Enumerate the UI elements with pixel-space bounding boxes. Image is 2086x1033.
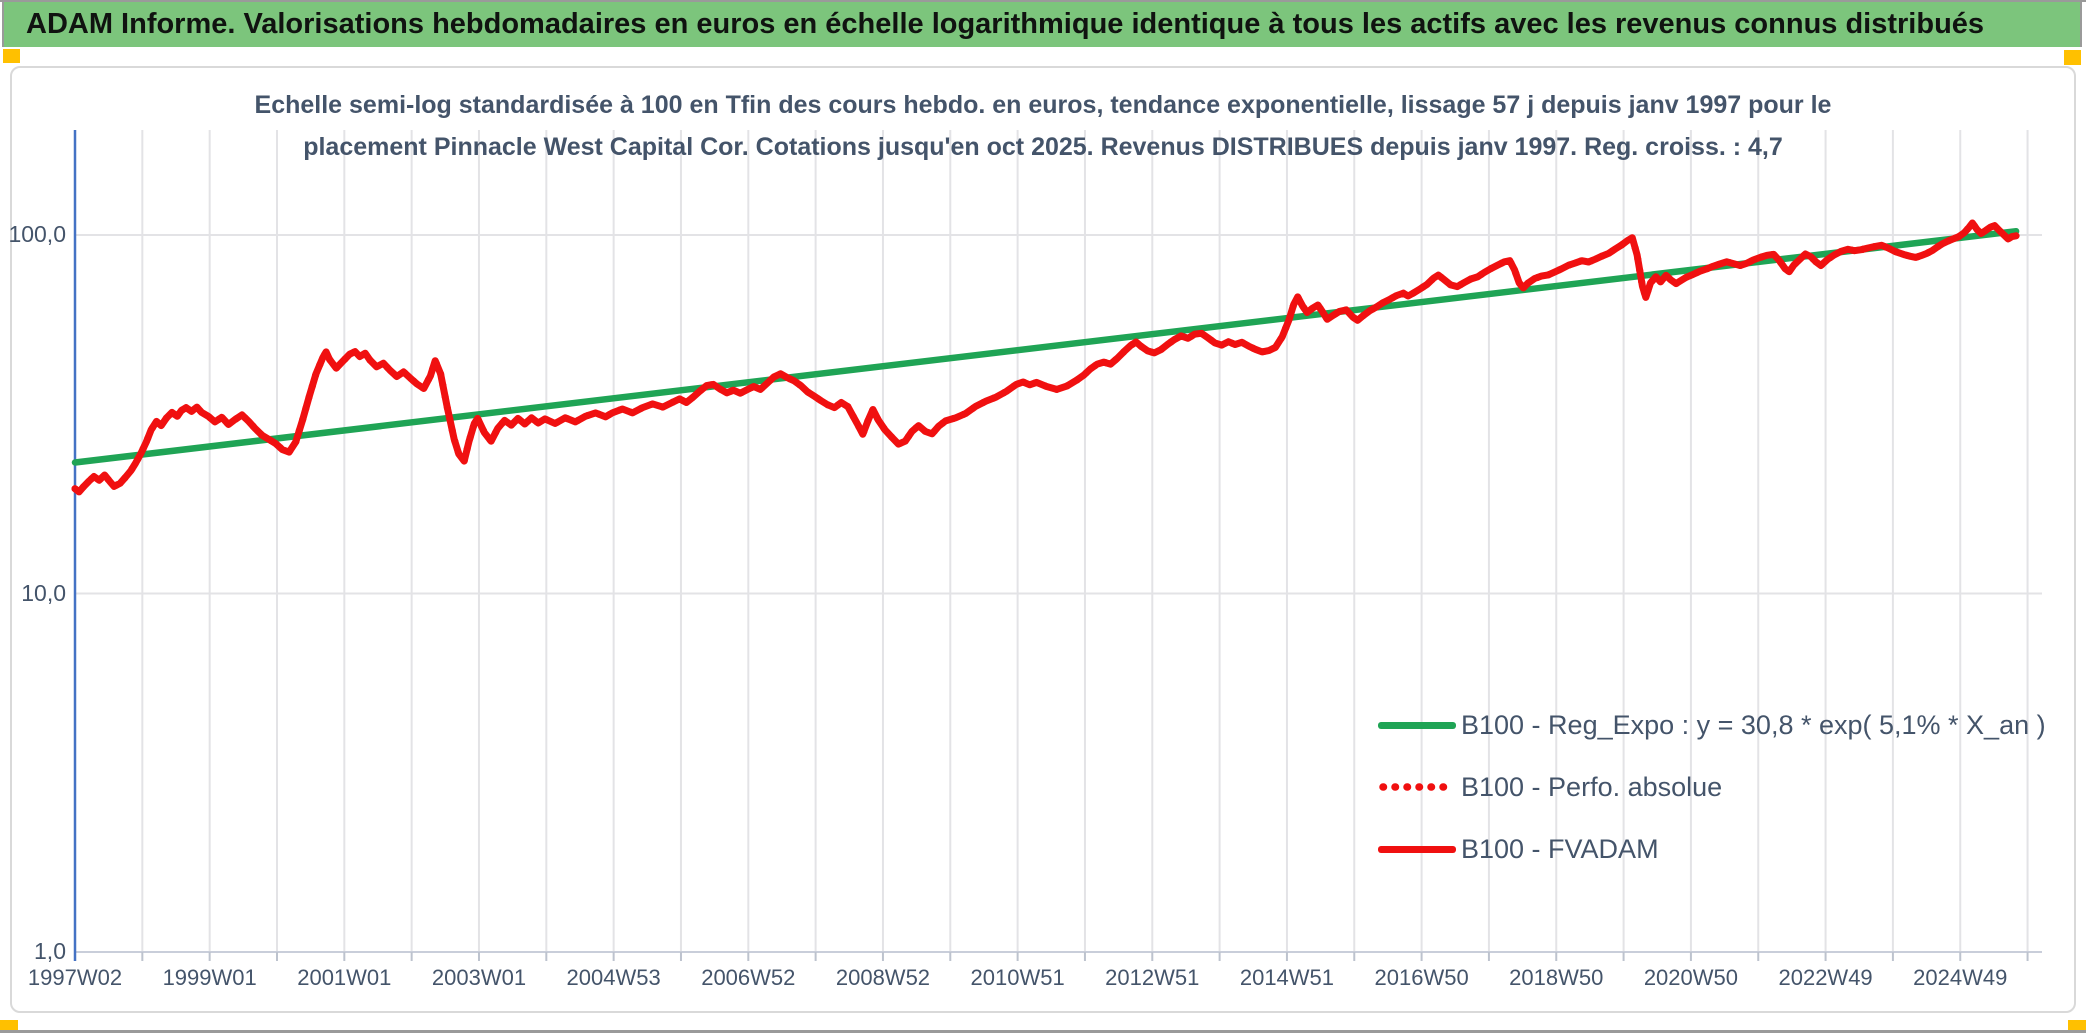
legend-item-reg-expo[interactable]: B100 - Reg_Expo : y = 30,8 * exp( 5,1% *… xyxy=(1378,694,2058,756)
legend-label: B100 - Perfo. absolue xyxy=(1461,771,1723,802)
chart-title: Echelle semi-log standardisée à 100 en T… xyxy=(0,84,2086,168)
report-title: ADAM Informe. Valorisations hebdomadaire… xyxy=(26,8,1985,40)
x-tick-label: 1997W02 xyxy=(27,965,123,990)
y-tick-label: 10,0 xyxy=(21,579,66,606)
x-tick-label: 2003W01 xyxy=(431,965,527,990)
legend-item-fvadam[interactable]: B100 - FVADAM xyxy=(1378,818,2058,880)
x-tick-label: 2024W49 xyxy=(1913,965,2008,990)
selection-handle-top-left[interactable] xyxy=(3,49,20,63)
x-tick-label: 2018W50 xyxy=(1509,965,1604,990)
x-tick-label: 2001W01 xyxy=(297,965,392,990)
legend-swatch-red-line xyxy=(1378,845,1456,853)
x-tick-label: 2012W51 xyxy=(1105,965,1200,990)
series-reg_expo xyxy=(71,227,2020,466)
chart-title-line1: Echelle semi-log standardisée à 100 en T… xyxy=(254,91,1832,119)
selection-handle-bottom-right[interactable] xyxy=(2068,1020,2086,1031)
chart-panel[interactable] xyxy=(10,66,2076,1013)
x-tick-label: 2008W52 xyxy=(835,965,931,990)
page-bottom-border xyxy=(0,1030,2086,1033)
x-tick-label: 2004W53 xyxy=(566,965,661,990)
chart-title-line2: placement Pinnacle West Capital Cor. Cot… xyxy=(303,133,1783,161)
x-tick-label: 2006W52 xyxy=(701,965,796,990)
series-fvadam xyxy=(71,219,2020,496)
selection-handle-top-right[interactable] xyxy=(2064,50,2081,65)
selection-handle-bottom-left[interactable] xyxy=(0,1020,18,1031)
report-title-bar: ADAM Informe. Valorisations hebdomadaire… xyxy=(2,2,2082,47)
legend-label: B100 - Reg_Expo : y = 30,8 * exp( 5,1% *… xyxy=(1461,709,2046,740)
legend-swatch-red-dotted-line xyxy=(1378,782,1456,792)
y-tick-label: 1,0 xyxy=(34,938,66,964)
x-tick-label: 1999W01 xyxy=(162,965,257,990)
legend-item-perfo-absolue[interactable]: B100 - Perfo. absolue xyxy=(1378,756,2058,818)
x-tick-label: 2022W49 xyxy=(1778,965,1873,990)
y-tick-label: 100,0 xyxy=(8,221,66,247)
x-tick-label: 2016W50 xyxy=(1374,965,1469,990)
x-tick-label: 2010W51 xyxy=(970,965,1065,990)
page-top-border xyxy=(0,0,2086,2)
legend-swatch-green-line xyxy=(1378,721,1456,729)
legend-label: B100 - FVADAM xyxy=(1461,833,1659,864)
x-tick-label: 2014W51 xyxy=(1239,965,1335,990)
x-tick-label: 2020W50 xyxy=(1643,965,1738,990)
chart-legend: B100 - Reg_Expo : y = 30,8 * exp( 5,1% *… xyxy=(1378,694,2058,880)
